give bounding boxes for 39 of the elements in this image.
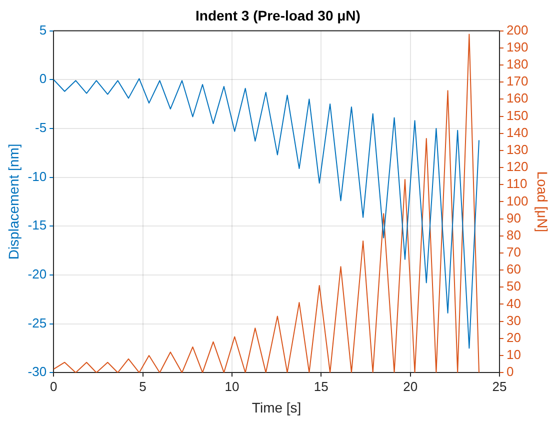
x-tick-label: 20 — [403, 378, 418, 394]
y-tick-label: -25 — [28, 315, 47, 330]
y-axis-title: Displacement [nm] — [5, 144, 22, 260]
y-tick-label: -20 — [28, 266, 47, 282]
y2-tick-label: 70 — [506, 244, 521, 260]
y2-tick-label: 130 — [506, 142, 528, 158]
y2-axis-title: Load [μN] — [534, 171, 551, 232]
y-tick-label: -10 — [28, 168, 47, 184]
y-tick-label: 0 — [39, 71, 47, 86]
y2-tick-label: 40 — [506, 296, 521, 311]
y2-tick-label: 150 — [506, 108, 528, 123]
y2-tick-label: 180 — [506, 56, 528, 72]
y2-tick-label: 0 — [506, 364, 514, 380]
y-tick-label: -30 — [28, 364, 47, 380]
y2-tick-label: 30 — [506, 312, 521, 328]
x-tick-label: 10 — [224, 378, 240, 394]
x-axis-title: Time [s] — [252, 399, 302, 416]
chart-title: Indent 3 (Pre-load 30 μN) — [196, 7, 360, 24]
y-tick-label: 5 — [39, 22, 47, 38]
y2-tick-label: 200 — [506, 22, 528, 38]
y2-tick-label: 160 — [506, 90, 528, 106]
y2-tick-label: 60 — [506, 262, 521, 277]
y2-tick-label: 10 — [506, 347, 521, 362]
y2-tick-label: 110 — [506, 176, 528, 192]
y2-tick-label: 100 — [506, 193, 528, 208]
y2-tick-label: 190 — [506, 39, 528, 54]
y2-tick-label: 90 — [506, 210, 521, 226]
x-tick-label: 5 — [139, 378, 146, 394]
y2-tick-label: 120 — [506, 159, 528, 174]
y2-tick-label: 140 — [506, 124, 528, 140]
y-tick-label: -5 — [35, 120, 47, 136]
y2-tick-label: 80 — [506, 227, 521, 242]
x-tick-label: 15 — [314, 378, 328, 394]
y2-tick-label: 20 — [506, 330, 521, 345]
y-tick-label: -15 — [28, 218, 47, 233]
x-tick-label: 0 — [50, 378, 58, 394]
y2-tick-label: 170 — [506, 74, 528, 89]
y2-tick-label: 50 — [506, 278, 521, 294]
x-tick-label: 25 — [492, 378, 507, 394]
